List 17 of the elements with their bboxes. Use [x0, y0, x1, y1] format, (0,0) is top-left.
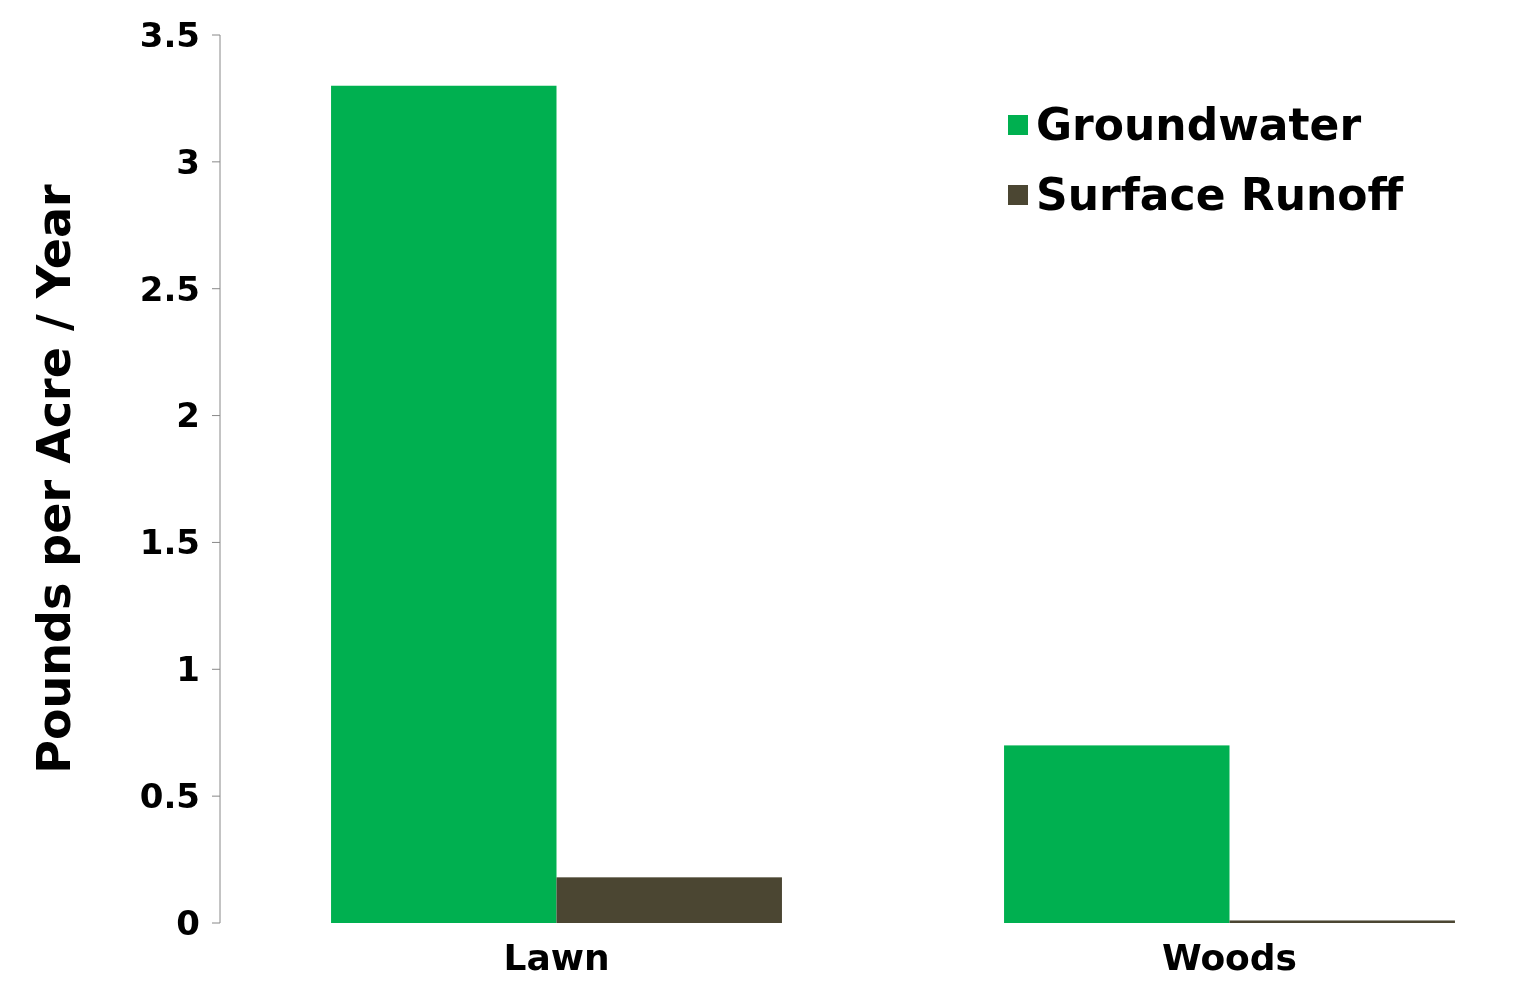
y-tick-label: 2	[176, 395, 200, 436]
y-tick-label: 0	[176, 902, 200, 943]
y-tick-label: 3.5	[139, 14, 200, 55]
bar	[331, 85, 557, 923]
y-tick-label: 3	[176, 141, 200, 182]
y-tick-label: 0.5	[139, 776, 200, 817]
x-tick-label: Lawn	[503, 937, 610, 978]
y-tick-label: 1.5	[139, 522, 200, 563]
bar	[556, 877, 782, 923]
legend-label: Groundwater	[1036, 99, 1362, 151]
bar	[1004, 745, 1230, 923]
y-tick-label: 2.5	[139, 268, 200, 309]
bar	[1229, 920, 1455, 923]
y-axis-title: Pounds per Acre / Year	[27, 183, 81, 774]
x-tick-label: Woods	[1161, 937, 1298, 978]
y-tick-label: 1	[176, 649, 200, 690]
legend-label: Surface Runoff	[1036, 169, 1405, 221]
